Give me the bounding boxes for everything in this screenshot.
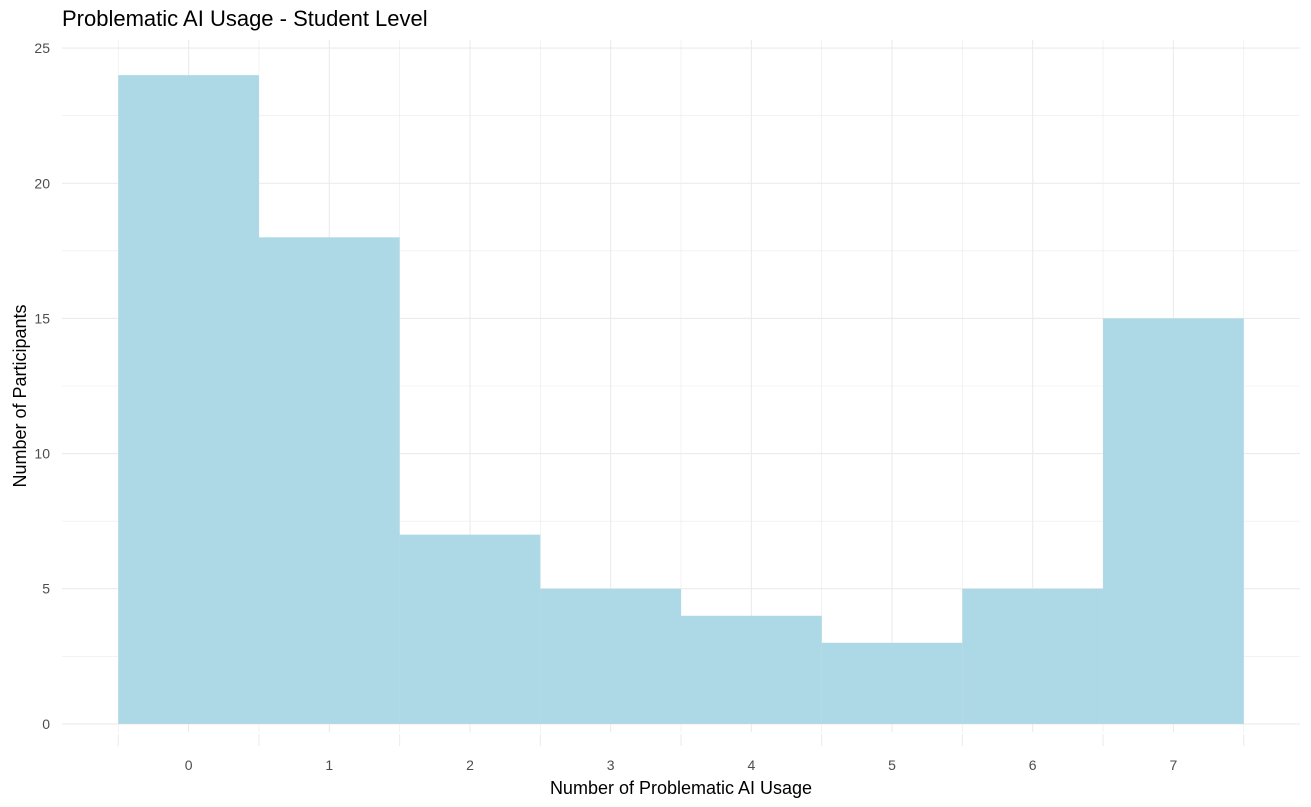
y-axis-title: Number of Participants: [10, 304, 30, 487]
x-tick-label: 3: [607, 757, 615, 773]
y-tick-label: 10: [34, 446, 50, 462]
bar-5: [821, 642, 963, 724]
x-tick-label: 6: [1029, 757, 1037, 773]
x-axis-title: Number of Problematic AI Usage: [550, 778, 812, 798]
x-tick-label: 4: [747, 757, 755, 773]
bar-1: [258, 237, 400, 724]
bar-3: [540, 588, 681, 724]
x-tick-label: 7: [1169, 757, 1177, 773]
bar-7: [1103, 318, 1244, 724]
chart-title: Problematic AI Usage - Student Level: [62, 6, 428, 31]
x-tick-label: 0: [185, 757, 193, 773]
y-tick-label: 5: [42, 581, 50, 597]
y-tick-label: 15: [34, 310, 50, 326]
x-tick-label: 5: [888, 757, 896, 773]
y-tick-label: 20: [34, 175, 50, 191]
y-axis-tick-labels: 0 5 10 15 20 25: [34, 40, 50, 732]
x-tick-label: 2: [466, 757, 474, 773]
bar-2: [399, 534, 541, 724]
bar-0: [118, 75, 259, 724]
bar-6: [962, 588, 1104, 724]
bar-4: [681, 615, 822, 724]
x-axis-ticks: [117, 734, 1245, 746]
y-tick-label: 25: [34, 40, 50, 56]
bars-group: [118, 75, 1244, 724]
y-tick-label: 0: [42, 716, 50, 732]
x-axis-tick-labels: 0 1 2 3 4 5 6 7: [185, 757, 1178, 773]
x-tick-label: 1: [325, 757, 333, 773]
